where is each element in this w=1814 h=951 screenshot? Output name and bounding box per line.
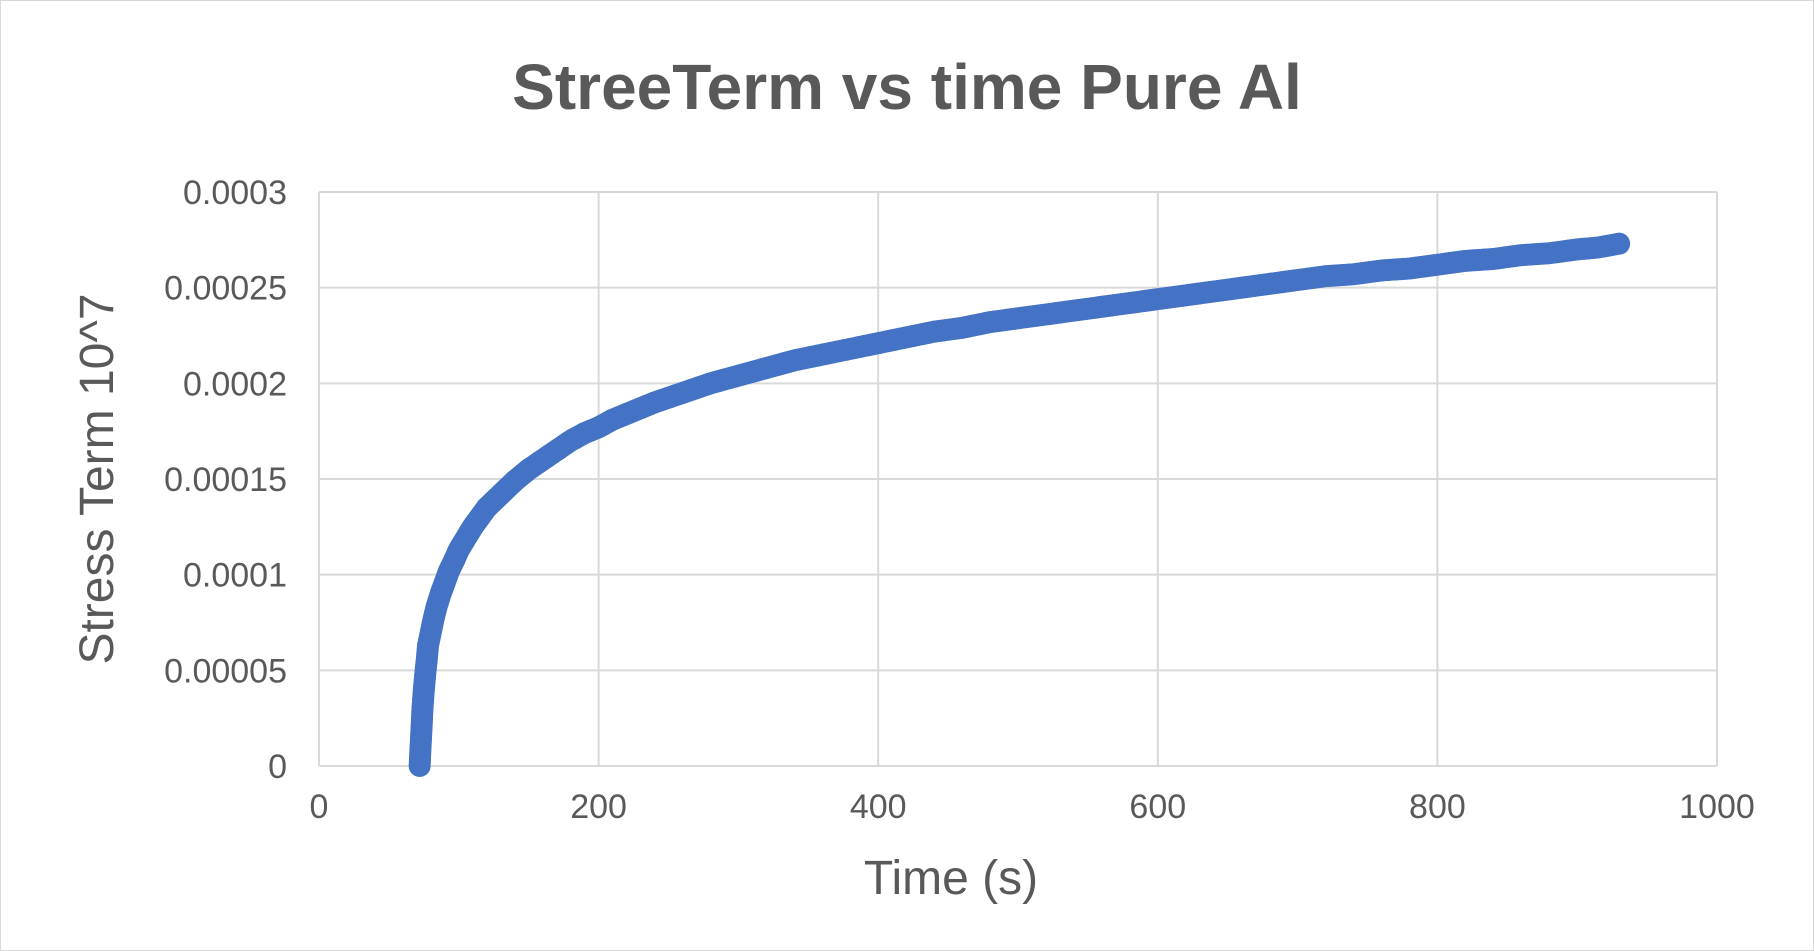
x-axis-title: Time (s): [864, 852, 1038, 905]
y-tick-label: 0.0003: [183, 174, 287, 212]
x-tick-label: 200: [570, 788, 627, 826]
y-tick-label: 0.0001: [183, 557, 287, 595]
y-tick-label: 0: [268, 748, 287, 786]
x-tick-label: 1000: [1679, 788, 1755, 826]
x-tick-label: 800: [1409, 788, 1466, 826]
gridlines: [319, 191, 1718, 766]
tick-labels: 0 0.00005 0.0001 0.00015 0.0002 0.00025 0.0003…: [164, 174, 1755, 826]
marker-band: [408, 233, 1628, 775]
data-points: [408, 232, 1631, 777]
y-tick-label: 0.00025: [164, 270, 287, 308]
y-tick-label: 0.00005: [164, 652, 287, 690]
y-axis-title: Stress Term 10^7: [71, 293, 124, 664]
marker-fill: [1605, 233, 1628, 256]
chart-title: StreeTerm vs time Pure Al: [512, 51, 1302, 123]
x-tick-label: 400: [850, 788, 907, 826]
y-tick-label: 0.00015: [164, 461, 287, 499]
x-tick-label: 0: [310, 788, 329, 826]
x-tick-label: 600: [1129, 788, 1186, 826]
y-tick-label: 0.0002: [183, 365, 287, 403]
axes: [318, 192, 1717, 767]
